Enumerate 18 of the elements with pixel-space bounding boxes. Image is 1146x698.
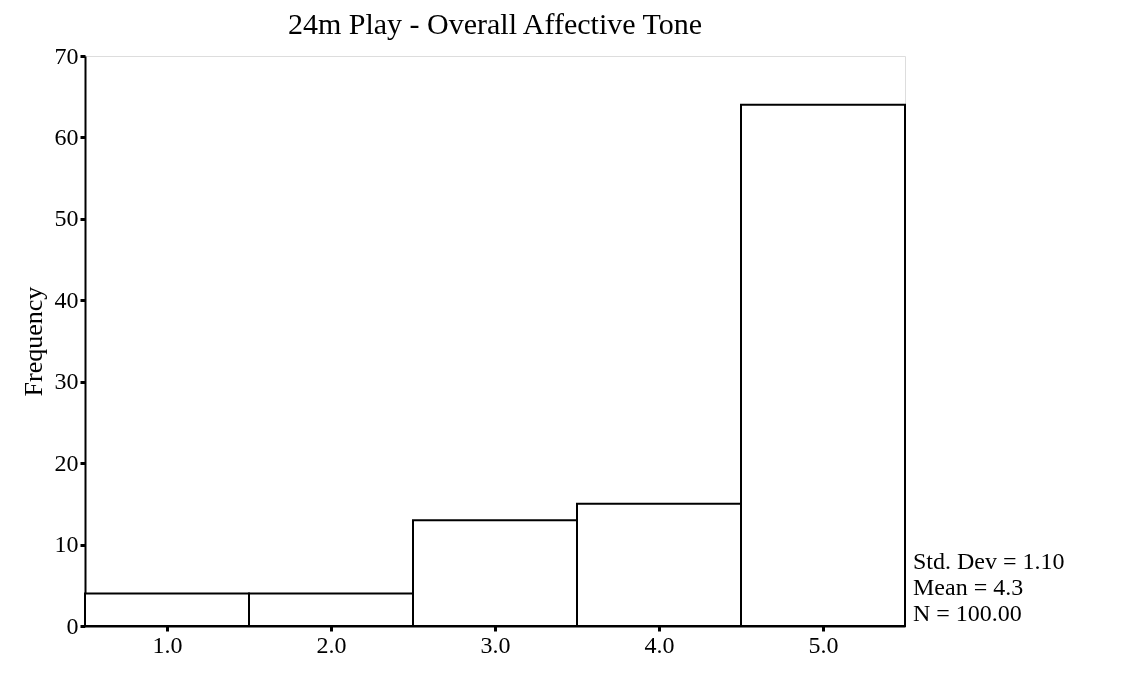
chart-title: 24m Play - Overall Affective Tone [287, 7, 703, 40]
y-tick-label: 70 [54, 42, 79, 69]
x-tick-label: 5.0 [808, 631, 839, 658]
y-tick-label: 20 [54, 449, 79, 476]
x-tick-label: 1.0 [152, 631, 183, 658]
text: Mean = 4.3 [913, 574, 1024, 600]
text: N = 100.00 [913, 600, 1022, 626]
y-tick-label: 0 [66, 612, 79, 639]
x-tick-label: 4.0 [644, 631, 675, 658]
text: Std. Dev = 1.10 [913, 548, 1065, 574]
y-tick-label: 50 [54, 205, 79, 232]
y-tick-label: 40 [54, 286, 79, 313]
y-tick-label: 60 [54, 123, 79, 150]
x-tick-label: 2.0 [316, 631, 347, 658]
y-axis-title: Frequency [18, 286, 48, 397]
y-tick-label: 10 [54, 531, 79, 558]
y-tick-label: 30 [54, 368, 79, 395]
x-tick-label: 3.0 [480, 631, 511, 658]
